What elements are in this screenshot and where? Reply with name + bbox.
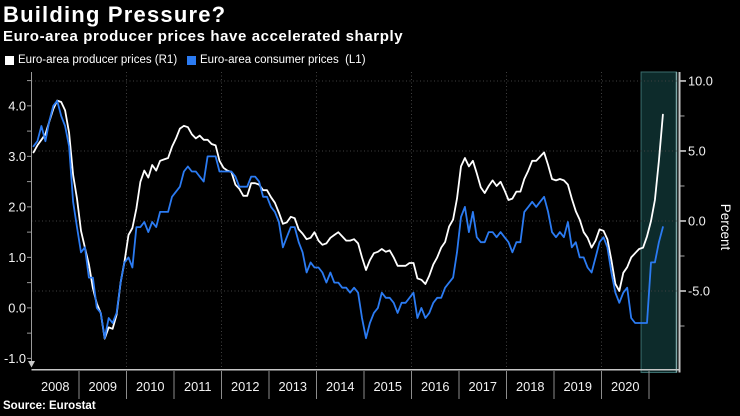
x-axis-year-label: 2009 xyxy=(89,379,117,394)
x-axis-year-label: 2017 xyxy=(469,379,497,394)
x-axis-year-label: 2014 xyxy=(326,379,354,394)
right-axis-label: -5.0 xyxy=(688,284,710,299)
legend-item-producer-prices: Euro-area producer prices (R1) xyxy=(5,54,177,66)
left-axis-label: 1.0 xyxy=(8,250,26,265)
series-line-consumer-prices xyxy=(32,99,664,340)
right-axis-title: Percent xyxy=(718,204,733,251)
left-axis-label: -1.0 xyxy=(4,351,26,366)
x-axis-year-label: 2020 xyxy=(611,379,639,394)
left-axis-label: 4.0 xyxy=(8,98,26,113)
chart-subtitle: Euro-area producer prices have accelerat… xyxy=(3,28,404,45)
legend-label-consumer: Euro-area consumer prices (L1) xyxy=(200,54,366,66)
left-axis-label: 0.0 xyxy=(8,300,26,315)
chart-title: Building Pressure? xyxy=(3,2,227,27)
legend: Euro-area producer prices (R1) Euro-area… xyxy=(0,54,740,68)
legend-label-producer: Euro-area producer prices (R1) xyxy=(18,54,178,66)
legend-item-consumer-prices: Euro-area consumer prices (L1) xyxy=(187,54,366,66)
x-axis-year-label: 2016 xyxy=(421,379,449,394)
legend-swatch-consumer xyxy=(187,55,196,65)
right-axis-label: 0.0 xyxy=(688,213,706,228)
source-note: Source: Eurostat xyxy=(3,400,96,412)
right-axis-label: 10.0 xyxy=(688,73,713,88)
x-axis-year-label: 2010 xyxy=(136,379,164,394)
legend-swatch-producer xyxy=(5,55,14,65)
x-axis-year-label: 2013 xyxy=(279,379,307,394)
highlight-band xyxy=(640,71,677,373)
left-axis-label: 2.0 xyxy=(8,199,26,214)
series-line-producer-prices xyxy=(32,99,664,340)
x-axis-year-label: 2011 xyxy=(184,379,212,394)
x-axis-year-label: 2008 xyxy=(41,379,69,394)
right-axis-label: 5.0 xyxy=(688,143,706,158)
x-axis-year-label: 2019 xyxy=(564,379,592,394)
x-axis-year-label: 2018 xyxy=(516,379,544,394)
left-axis-label: 3.0 xyxy=(8,149,26,164)
left-axis-arrow-icon xyxy=(28,361,35,368)
x-axis-year-label: 2015 xyxy=(374,379,402,394)
x-axis-year-label: 2012 xyxy=(231,379,259,394)
